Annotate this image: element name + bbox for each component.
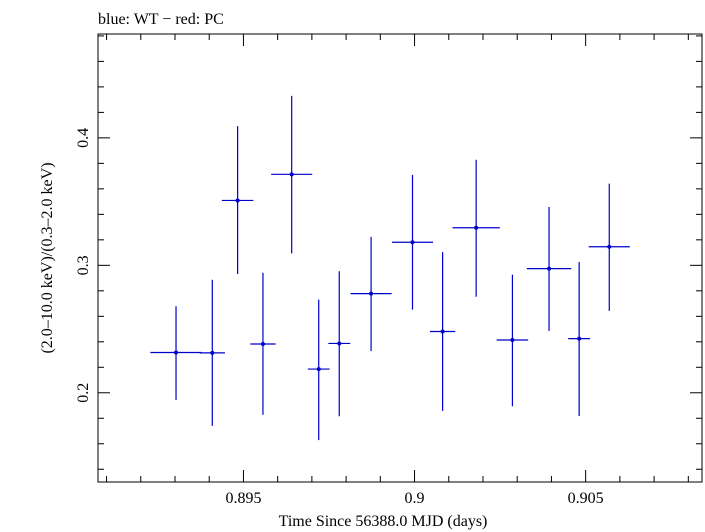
- point-marker: [510, 338, 515, 343]
- point-marker: [440, 329, 445, 334]
- axis-ticks: [98, 34, 702, 482]
- point-marker: [289, 172, 294, 177]
- data-point: [496, 274, 529, 407]
- data-point: [452, 159, 500, 297]
- data-point: [526, 206, 572, 331]
- point-marker: [235, 198, 240, 203]
- data-point: [150, 306, 202, 400]
- point-marker: [369, 291, 374, 296]
- point-marker: [607, 244, 612, 249]
- axis-tick-labels: 0.895 0.9 0.905 0.2 0.3 0.4: [75, 128, 604, 507]
- data-point: [307, 299, 330, 441]
- data-point: [350, 236, 392, 352]
- data-point: [588, 183, 630, 311]
- chart-title: blue: WT − red: PC: [98, 11, 224, 28]
- data-points: [150, 95, 630, 441]
- data-point: [199, 279, 225, 426]
- x-tick-label: 0.9: [405, 490, 425, 507]
- data-point: [271, 95, 313, 254]
- x-axis-label: Time Since 56388.0 MJD (days): [279, 513, 488, 530]
- point-marker: [410, 240, 415, 245]
- x-tick-label: 0.895: [225, 490, 261, 507]
- data-point: [568, 262, 591, 416]
- point-marker: [260, 341, 265, 346]
- point-marker: [337, 341, 342, 346]
- y-axis-label: (2.0–10.0 keV)/(0.3–2.0 keV): [39, 162, 56, 353]
- data-point: [328, 271, 351, 417]
- y-tick-label: 0.3: [75, 255, 92, 275]
- data-point: [250, 272, 276, 415]
- data-point: [221, 126, 254, 274]
- data-point: [391, 174, 434, 310]
- point-marker: [174, 350, 179, 355]
- x-tick-label: 0.905: [568, 490, 604, 507]
- data-point: [429, 252, 456, 411]
- y-tick-label: 0.2: [75, 383, 92, 403]
- point-marker: [474, 225, 479, 230]
- point-marker: [547, 266, 552, 271]
- point-marker: [316, 367, 321, 372]
- plot-frame: [97, 33, 703, 483]
- point-marker: [577, 336, 582, 341]
- y-tick-label: 0.4: [75, 128, 92, 148]
- point-marker: [210, 350, 215, 355]
